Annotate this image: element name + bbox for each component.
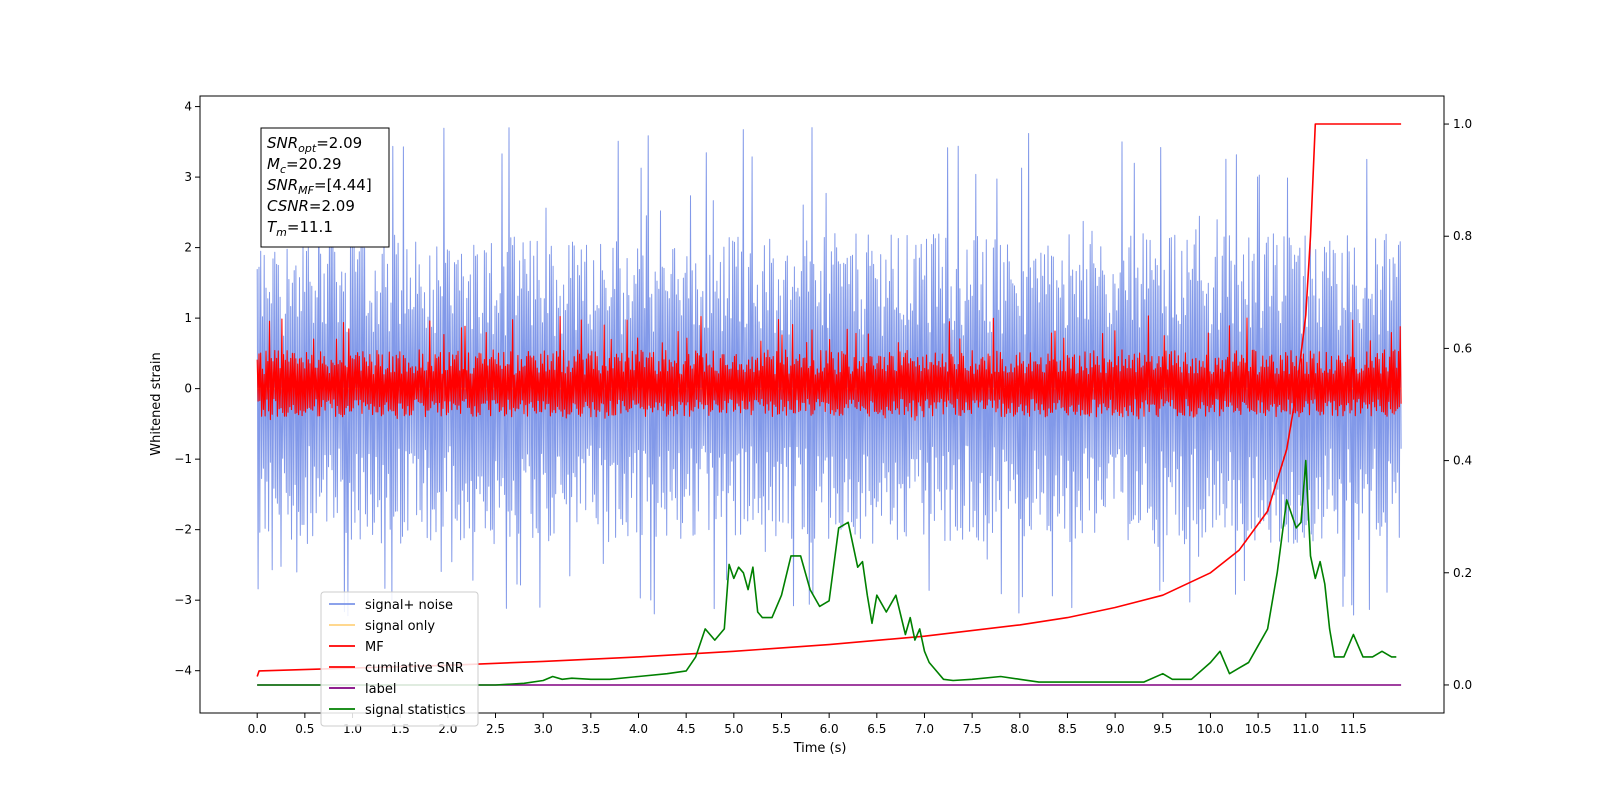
x-tick-label: 0.5 <box>295 722 314 736</box>
x-axis: 0.0 0.5 1.0 1.5 2.0 2.5 3.0 3.5 4.0 4.5 5.0 5.5 6.0 6… <box>248 713 1367 736</box>
y-tick-label: 0 <box>184 382 192 396</box>
x-tick-label: 4.5 <box>677 722 696 736</box>
annotation-line: Tm=11.1 <box>267 218 333 239</box>
y-tick-label: −3 <box>174 593 192 607</box>
legend-label: label <box>365 682 396 697</box>
legend-label: signal+ noise <box>365 598 453 613</box>
x-tick-label: 3.0 <box>534 722 553 736</box>
y-axis-right: 1.0 0.8 0.6 0.4 0.2 0.0 <box>1444 117 1472 692</box>
y2-tick-label: 0.4 <box>1453 454 1472 468</box>
y-tick-label: 2 <box>184 241 192 255</box>
x-tick-label: 5.5 <box>772 722 791 736</box>
y-tick-label: 3 <box>184 170 192 184</box>
x-tick-label: 6.0 <box>820 722 839 736</box>
x-tick-label: 0.0 <box>248 722 267 736</box>
plot-frame <box>199 95 1445 714</box>
annotation-line: SNRMF=[4.44] <box>267 176 372 197</box>
x-tick-label: 11.5 <box>1340 722 1367 736</box>
y-tick-label: 4 <box>184 100 192 114</box>
y-tick-label: −1 <box>174 452 192 466</box>
x-tick-label: 7.5 <box>963 722 982 736</box>
annotation-frame <box>260 127 390 248</box>
legend-label: cumilative SNR <box>365 661 464 676</box>
annotation-line: CSNR=2.09 <box>267 197 355 215</box>
x-tick-label: 11.0 <box>1292 722 1319 736</box>
x-tick-label: 7.0 <box>915 722 934 736</box>
series-line-signal-statistics <box>257 459 1397 686</box>
y-tick-label: −2 <box>174 523 192 537</box>
x-tick-label: 2.5 <box>486 722 505 736</box>
x-axis-label: Time (s) <box>793 741 847 756</box>
x-tick-label: 5.0 <box>724 722 743 736</box>
legend-label: MF <box>365 640 384 655</box>
y2-tick-label: 0.6 <box>1453 341 1472 355</box>
x-tick-label: 10.5 <box>1245 722 1272 736</box>
x-tick-label: 8.5 <box>1058 722 1077 736</box>
legend-frame <box>320 591 479 727</box>
legend-label: signal only <box>365 619 435 634</box>
x-tick-label: 10.0 <box>1197 722 1224 736</box>
annotation-line: SNRopt=2.09 <box>267 134 362 155</box>
annotation-line: Mc=20.29 <box>267 155 342 176</box>
legend: signal+ noise signal only MF cumilative SNR… <box>320 591 479 727</box>
y2-tick-label: 0.2 <box>1453 566 1472 580</box>
y2-tick-label: 1.0 <box>1453 117 1472 131</box>
series-line-mf <box>256 315 1402 421</box>
x-tick-label: 8.0 <box>1010 722 1029 736</box>
legend-label: signal statistics <box>365 703 466 718</box>
series-line-cumilative-snr <box>256 123 1402 677</box>
x-tick-label: 9.5 <box>1153 722 1172 736</box>
y-axis-left: 4 3 2 1 0 −1 −2 −3 −4 <box>174 100 200 678</box>
annotation-box: SNRopt=2.09Mc=20.29SNRMF=[4.44]CSNR=2.09… <box>260 127 390 248</box>
x-tick-label: 4.0 <box>629 722 648 736</box>
y2-tick-label: 0.0 <box>1453 678 1472 692</box>
x-tick-label: 3.5 <box>581 722 600 736</box>
x-tick-label: 9.0 <box>1106 722 1125 736</box>
y-tick-label: 1 <box>184 311 192 325</box>
y-axis-label: Whitened strain <box>149 352 164 455</box>
x-tick-label: 6.5 <box>867 722 886 736</box>
y-tick-label: −4 <box>174 664 192 678</box>
y2-tick-label: 0.8 <box>1453 229 1472 243</box>
